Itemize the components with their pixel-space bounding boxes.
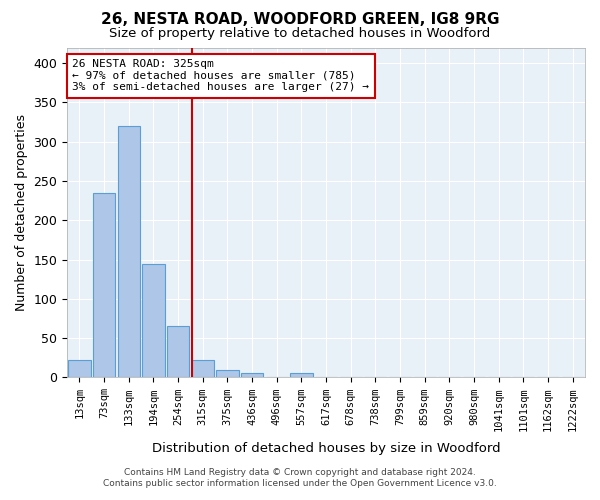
Bar	[290, 372, 313, 378]
Text: Contains HM Land Registry data © Crown copyright and database right 2024.
Contai: Contains HM Land Registry data © Crown c…	[103, 468, 497, 487]
Bar	[167, 326, 189, 378]
X-axis label: Distribution of detached houses by size in Woodford: Distribution of detached houses by size …	[152, 442, 500, 455]
Text: Size of property relative to detached houses in Woodford: Size of property relative to detached ho…	[109, 28, 491, 40]
Bar	[118, 126, 140, 378]
Y-axis label: Number of detached properties: Number of detached properties	[15, 114, 28, 311]
Bar	[93, 193, 115, 378]
Bar	[241, 372, 263, 378]
Bar	[191, 360, 214, 378]
Bar	[217, 370, 239, 378]
Text: 26 NESTA ROAD: 325sqm
← 97% of detached houses are smaller (785)
3% of semi-deta: 26 NESTA ROAD: 325sqm ← 97% of detached …	[73, 59, 370, 92]
Bar	[142, 264, 164, 378]
Bar	[68, 360, 91, 378]
Text: 26, NESTA ROAD, WOODFORD GREEN, IG8 9RG: 26, NESTA ROAD, WOODFORD GREEN, IG8 9RG	[101, 12, 499, 28]
